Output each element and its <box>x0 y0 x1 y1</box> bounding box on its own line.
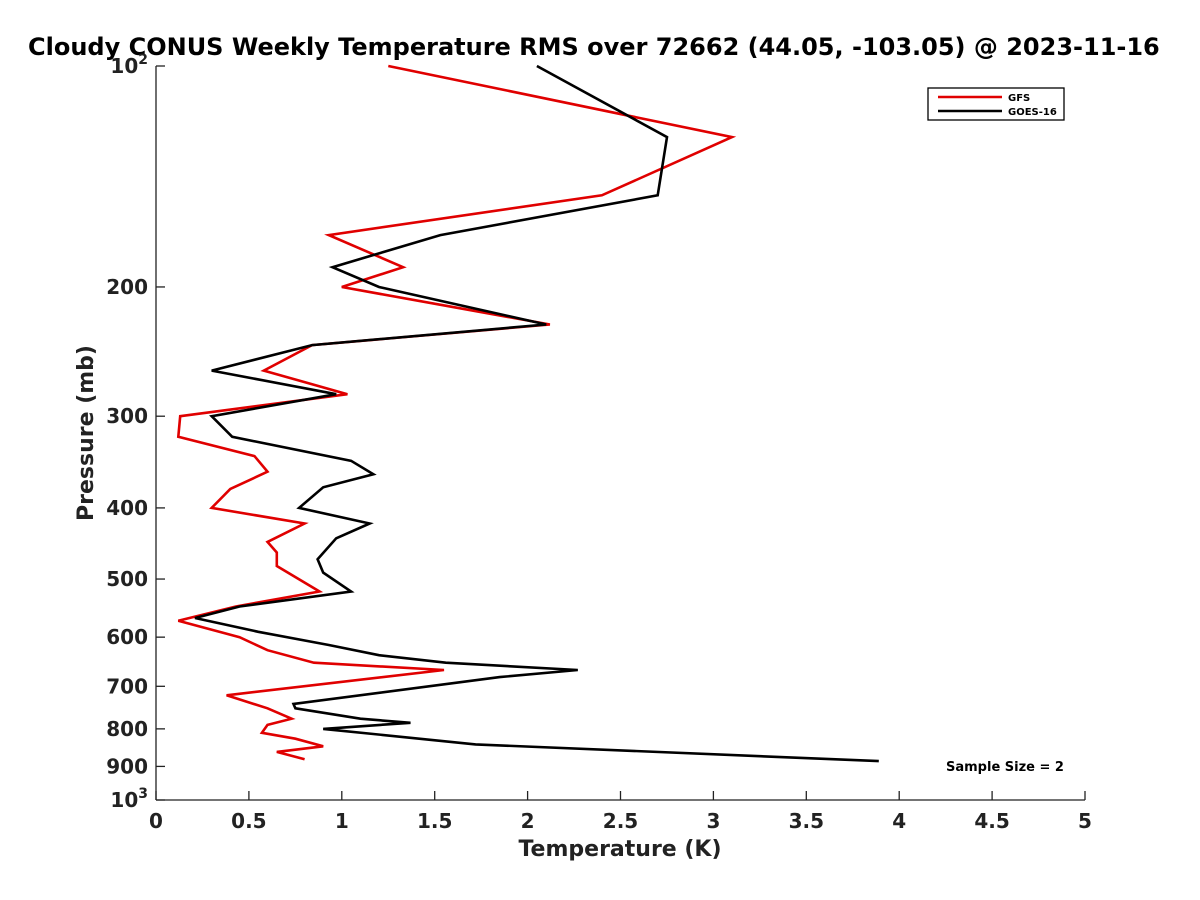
y-tick-group: 102 200 300 400 500 600 700 800 900 103 <box>106 52 165 812</box>
x-tick-label: 4.5 <box>974 809 1009 833</box>
y-tick-label: 300 <box>106 404 148 428</box>
x-tick-label: 0 <box>149 809 163 833</box>
legend-box <box>927 87 1065 121</box>
plot-area <box>156 66 1085 800</box>
y-axis-label: Pressure (mb) <box>74 345 99 521</box>
y-tick-label: 400 <box>106 496 148 520</box>
x-tick-label: 0.5 <box>231 809 266 833</box>
y-tick-label: 200 <box>106 275 148 299</box>
y-tick-label: 700 <box>106 674 148 698</box>
x-tick-label: 1 <box>335 809 349 833</box>
y-tick-label: 900 <box>106 754 148 778</box>
x-axis-label: Temperature (K) <box>518 837 721 862</box>
legend-label-goes-16: GOES-16 <box>1008 107 1057 118</box>
y-tick-label: 103 <box>110 786 148 812</box>
y-tick-label: 102 <box>110 52 148 78</box>
y-tick-label: 500 <box>106 567 148 591</box>
x-tick-label: 4 <box>892 809 906 833</box>
y-tick-label: 800 <box>106 717 148 741</box>
sample-size-annotation: Sample Size = 2 <box>946 760 1064 775</box>
x-tick-label: 2 <box>521 809 535 833</box>
x-tick-label: 2.5 <box>603 809 638 833</box>
y-tick-label: 600 <box>106 625 148 649</box>
x-tick-label: 3.5 <box>789 809 824 833</box>
legend: GFS GOES-16 <box>927 87 1065 121</box>
x-tick-label: 1.5 <box>417 809 452 833</box>
legend-label-gfs: GFS <box>1008 93 1030 104</box>
x-tick-label: 3 <box>706 809 720 833</box>
x-tick-group: 0 0.5 1 1.5 2 2.5 3 3.5 4 4.5 5 <box>149 791 1092 833</box>
series-line-goes-16 <box>194 64 879 763</box>
series-layer <box>176 64 879 763</box>
chart-title: Cloudy CONUS Weekly Temperature RMS over… <box>28 33 1160 61</box>
x-tick-label: 5 <box>1078 809 1092 833</box>
